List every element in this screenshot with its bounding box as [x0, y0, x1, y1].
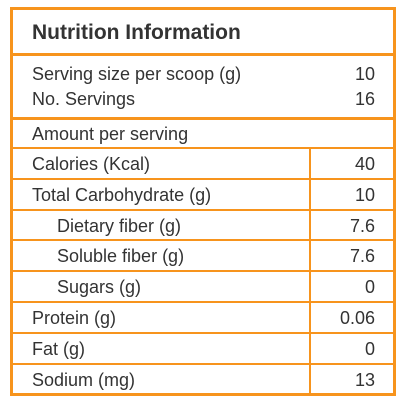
nutrient-value: 0.06 [339, 307, 375, 328]
column-divider [309, 149, 311, 393]
nutrient-label: Dietary fiber (g) [57, 215, 182, 236]
nutrient-label: Sodium (mg) [32, 369, 136, 390]
nutrient-label: Soluble fiber (g) [57, 246, 185, 267]
serving-info: Serving size per scoop (g) 10 No. Servin… [13, 56, 393, 120]
nutrient-label: Total Carbohydrate (g) [32, 184, 212, 205]
nutrient-row-dietary-fiber: Dietary fiber (g) 7.6 [13, 211, 393, 242]
nutrient-label: Fat (g) [32, 338, 86, 359]
nutrient-value: 0 [364, 277, 375, 298]
title-bar: Nutrition Information [13, 10, 393, 56]
nutrient-row-soluble-fiber: Soluble fiber (g) 7.6 [13, 241, 393, 273]
serving-size-label: Serving size per scoop (g) [32, 64, 242, 84]
nutrient-value: 10 [354, 184, 375, 205]
nutrient-label: Protein (g) [32, 307, 117, 328]
nutrient-label: Sugars (g) [57, 277, 142, 298]
nutrient-value: 0 [364, 338, 375, 359]
serving-size-value: 10 [354, 64, 375, 84]
amount-header-row: Amount per serving [13, 120, 393, 149]
nutrient-row-calories: Calories (Kcal) 40 [13, 149, 393, 180]
nutrient-table: Calories (Kcal) 40 Total Carbohydrate (g… [13, 149, 393, 395]
amount-per-serving-label: Amount per serving [32, 124, 189, 144]
nutrient-row-fat: Fat (g) 0 [13, 334, 393, 365]
nutrient-value: 13 [354, 369, 375, 390]
nutrient-label: Calories (Kcal) [32, 154, 151, 174]
nutrient-row-protein: Protein (g) 0.06 [13, 303, 393, 334]
servings-count-label: No. Servings [32, 89, 136, 109]
nutrient-value: 7.6 [349, 215, 375, 236]
nutrient-row-sugars: Sugars (g) 0 [13, 272, 393, 303]
panel-title: Nutrition Information [32, 21, 241, 44]
nutrient-row-total-carbohydrate: Total Carbohydrate (g) 10 [13, 180, 393, 211]
nutrient-value: 40 [354, 154, 375, 174]
servings-count-value: 16 [354, 89, 375, 109]
nutrient-value: 7.6 [349, 246, 375, 267]
nutrient-row-sodium: Sodium (mg) 13 [13, 365, 393, 396]
nutrition-panel: Nutrition Information Serving size per s… [10, 7, 396, 396]
